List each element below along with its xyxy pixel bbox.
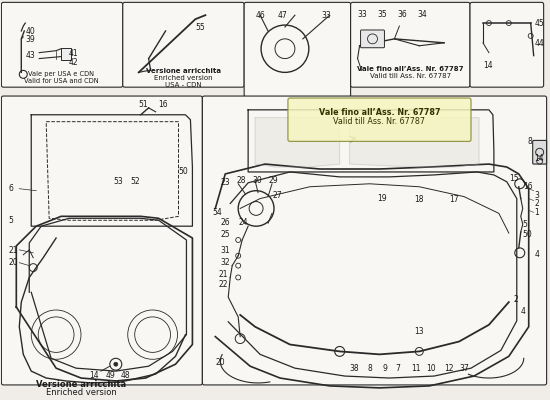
Text: Valid till Ass. Nr. 67787: Valid till Ass. Nr. 67787 [370, 73, 451, 79]
Text: 5: 5 [8, 216, 13, 225]
Text: 41: 41 [69, 49, 79, 58]
Text: 42: 42 [69, 58, 79, 66]
Text: Valid for USA and CDN: Valid for USA and CDN [24, 78, 98, 84]
Text: Valid till Ass. Nr. 67787: Valid till Ass. Nr. 67787 [333, 117, 426, 126]
Text: 3: 3 [535, 191, 540, 200]
Text: 53: 53 [114, 177, 124, 186]
Text: 50: 50 [522, 230, 532, 239]
Text: 21: 21 [218, 270, 228, 278]
Text: 43: 43 [25, 51, 35, 60]
FancyBboxPatch shape [244, 2, 350, 97]
Text: 54: 54 [212, 208, 222, 218]
FancyBboxPatch shape [361, 30, 384, 48]
Text: 32: 32 [221, 258, 230, 267]
Text: Enriched version: Enriched version [154, 75, 213, 81]
Text: 35: 35 [377, 10, 387, 19]
Text: 50: 50 [179, 167, 188, 176]
Text: 55: 55 [195, 23, 205, 32]
Text: 13: 13 [414, 327, 424, 336]
Text: 5: 5 [522, 220, 527, 229]
Text: 44: 44 [535, 39, 544, 48]
Text: 34: 34 [417, 10, 427, 19]
Text: 25: 25 [221, 230, 230, 239]
FancyBboxPatch shape [2, 2, 123, 87]
Text: 52: 52 [131, 177, 140, 186]
Text: 21: 21 [8, 246, 18, 255]
Text: 2: 2 [535, 198, 540, 208]
Text: 33: 33 [322, 11, 332, 20]
Text: 16: 16 [158, 100, 168, 109]
Text: 38: 38 [350, 364, 359, 373]
Text: 16: 16 [522, 182, 532, 191]
Text: 49: 49 [106, 371, 116, 380]
Text: 2: 2 [514, 295, 519, 304]
Text: 37: 37 [459, 364, 469, 373]
FancyBboxPatch shape [533, 140, 547, 164]
Text: 26: 26 [221, 218, 230, 227]
Text: 8: 8 [527, 138, 532, 146]
Text: Enriched version: Enriched version [46, 388, 117, 397]
Text: 14: 14 [535, 154, 544, 163]
Text: USA - CDN: USA - CDN [165, 82, 202, 88]
Text: Vale fino all’Ass. Nr. 67787: Vale fino all’Ass. Nr. 67787 [357, 66, 464, 72]
Text: 19: 19 [377, 194, 387, 203]
Text: 36: 36 [398, 10, 407, 19]
Text: 29: 29 [268, 176, 278, 185]
Polygon shape [350, 118, 479, 167]
Text: 4: 4 [521, 307, 526, 316]
FancyBboxPatch shape [202, 96, 547, 385]
Circle shape [114, 362, 118, 366]
Text: 27: 27 [272, 191, 282, 200]
FancyBboxPatch shape [2, 96, 202, 385]
Text: 4: 4 [535, 250, 540, 259]
Text: 11: 11 [411, 364, 421, 373]
FancyBboxPatch shape [470, 2, 543, 87]
FancyBboxPatch shape [350, 2, 470, 87]
Text: 39: 39 [25, 35, 35, 44]
FancyBboxPatch shape [61, 48, 71, 60]
Text: 7: 7 [395, 364, 400, 373]
Text: 20: 20 [8, 258, 18, 267]
Text: 10: 10 [426, 364, 436, 373]
Text: 14: 14 [89, 371, 98, 380]
Text: 24: 24 [238, 218, 248, 227]
Text: Vale per USA e CDN: Vale per USA e CDN [28, 71, 94, 77]
Text: 31: 31 [221, 246, 230, 255]
Text: 47: 47 [278, 11, 288, 20]
Text: Versione arricchita: Versione arricchita [146, 68, 221, 74]
Text: 18: 18 [414, 195, 424, 204]
Text: 28: 28 [236, 176, 246, 185]
Polygon shape [255, 118, 340, 167]
FancyBboxPatch shape [123, 2, 244, 87]
Text: 20: 20 [215, 358, 225, 367]
Text: 22: 22 [218, 280, 228, 290]
Text: Vale fino all’Ass. Nr. 67787: Vale fino all’Ass. Nr. 67787 [318, 108, 440, 117]
Text: 48: 48 [121, 371, 130, 380]
Text: 23: 23 [221, 178, 230, 187]
Text: 30: 30 [252, 176, 262, 185]
Text: AUTOELEGANCE: AUTOELEGANCE [177, 208, 443, 328]
Text: 9: 9 [382, 364, 387, 373]
Text: 14: 14 [483, 60, 493, 70]
Text: 8: 8 [367, 364, 372, 373]
Text: 51: 51 [139, 100, 148, 109]
Text: 12: 12 [444, 364, 454, 373]
Text: 46: 46 [256, 11, 266, 20]
Text: 17: 17 [449, 195, 459, 204]
Text: Versione arricchita: Versione arricchita [36, 380, 126, 389]
Text: 40: 40 [25, 27, 35, 36]
Text: 33: 33 [358, 10, 367, 19]
Text: 45: 45 [535, 19, 544, 28]
Text: 15: 15 [509, 174, 519, 183]
Text: 6: 6 [8, 184, 13, 193]
Text: 1: 1 [535, 208, 540, 218]
FancyBboxPatch shape [288, 98, 471, 141]
